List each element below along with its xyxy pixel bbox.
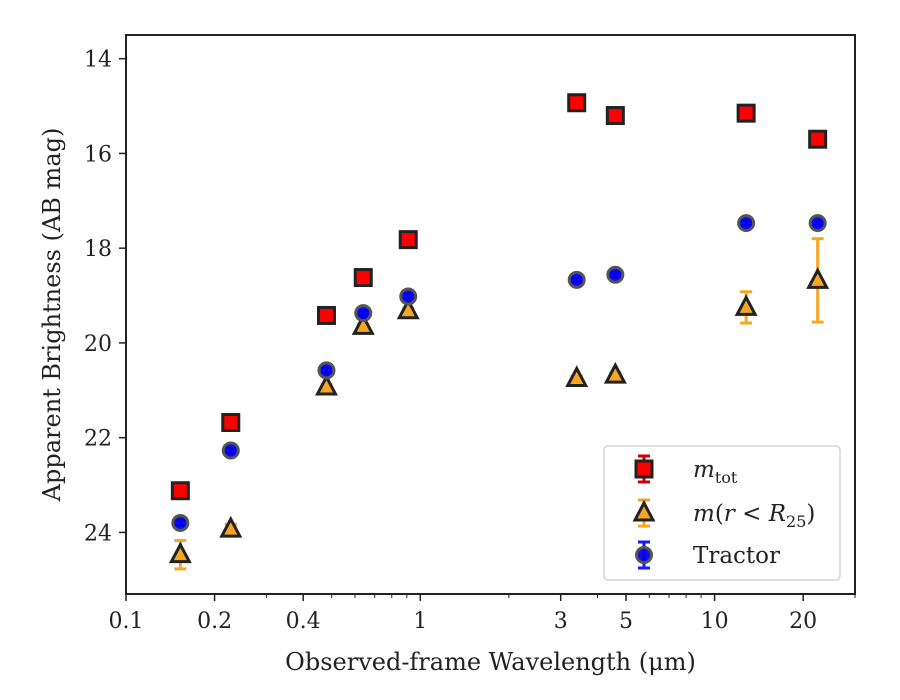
x-tick-label: 1 (413, 609, 427, 634)
plot-frame (125, 34, 856, 595)
y-tick-label: 20 (84, 332, 112, 357)
circle-point-0 (171, 513, 190, 532)
triangle-point-2 (314, 373, 338, 396)
triangle-point-7 (734, 294, 758, 316)
y-tick-label: 18 (84, 237, 112, 262)
y-tick-label: 22 (84, 427, 112, 452)
legend-marker-triangle (632, 499, 656, 522)
legend-frame (603, 445, 841, 581)
square-point-4 (398, 230, 418, 250)
square-point-3 (353, 268, 373, 288)
legend-marker-circle (635, 546, 653, 564)
square-point-6 (605, 106, 625, 126)
circle-point-3 (354, 304, 373, 323)
x-tick-label: 0.4 (286, 609, 321, 634)
legend-label-circle: Tractor (693, 543, 780, 569)
legend-label-square: mtot (693, 457, 738, 487)
triangle-point-3 (351, 313, 375, 335)
circle-point-5 (567, 270, 586, 289)
triangle-point-1 (219, 515, 243, 538)
circle-point-1 (221, 441, 240, 460)
x-tick-label: 5 (619, 609, 633, 634)
square-point-1 (221, 413, 241, 433)
triangle-point-6 (603, 361, 627, 384)
triangle-point-0 (168, 541, 192, 564)
y-tick-label: 16 (84, 142, 112, 167)
y-tick-label: 24 (84, 521, 112, 546)
square-point-0 (170, 481, 190, 501)
y-tick-label: 14 (84, 48, 112, 73)
square-point-7 (736, 103, 756, 123)
circle-point-8 (808, 214, 827, 233)
circle-point-7 (737, 214, 756, 233)
circle-point-2 (317, 361, 336, 380)
x-tick-label: 10 (701, 609, 729, 634)
x-tick-label: 0.1 (109, 609, 144, 634)
x-tick-label: 0.2 (197, 609, 232, 634)
circle-point-6 (606, 265, 625, 284)
square-point-8 (808, 129, 828, 149)
triangle-point-8 (806, 267, 830, 289)
legend-marker-square (634, 459, 654, 479)
square-point-2 (316, 305, 336, 325)
triangle-point-4 (396, 297, 420, 320)
x-axis-label: Observed-frame Wavelength (μm) (285, 648, 696, 676)
y-axis-label: Apparent Brightness (AB mag) (38, 128, 66, 503)
triangle-point-5 (565, 365, 589, 387)
square-point-5 (567, 93, 587, 113)
circle-point-4 (399, 287, 418, 306)
x-tick-label: 20 (789, 609, 817, 634)
x-tick-label: 3 (554, 609, 568, 634)
